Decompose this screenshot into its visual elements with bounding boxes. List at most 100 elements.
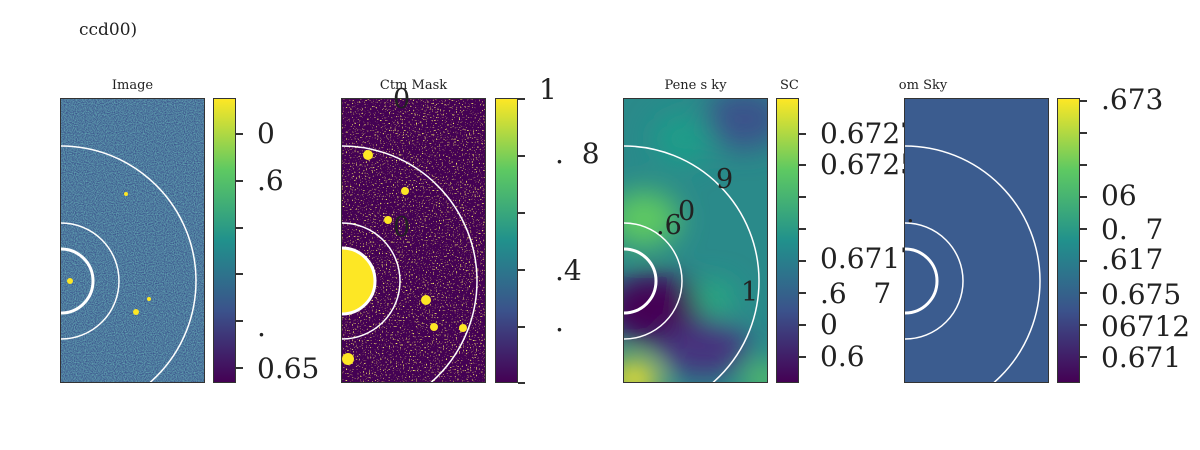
- mask-colorbar-ticklabel: .4: [555, 254, 582, 287]
- panel-title-background: Pene s ky: [664, 78, 727, 93]
- random-sky-colorbar-ticklabel: 06: [1101, 179, 1137, 212]
- image-colorbar-tick: [236, 133, 243, 135]
- masked-central-source: [342, 246, 377, 316]
- source-blob: [133, 309, 139, 315]
- mask-annotation: 0: [393, 84, 411, 115]
- masked-blob: [384, 216, 392, 224]
- background-colorbar-ticklabel: 0.6727: [820, 117, 918, 150]
- mask-colorbar-tick: [518, 326, 525, 328]
- background-colorbar-tick: [799, 133, 806, 135]
- background-colorbar-tick: [799, 356, 806, 358]
- random-sky-colorbar-ticklabel: 0. 7: [1101, 213, 1164, 246]
- panel-title-extra: SC: [780, 78, 799, 93]
- panel-title-random-sky: om Sky: [898, 78, 948, 93]
- random-sky-colorbar-tick: [1080, 292, 1087, 294]
- background-colorbar-ticklabel: 0.6725: [820, 148, 918, 181]
- background-colorbar-ticklabel: 0: [820, 308, 838, 341]
- mask-specks: [342, 99, 485, 382]
- mask-colorbar-ticklabel: 1: [539, 73, 557, 106]
- image-colorbar-ticklabel: .: [257, 310, 266, 343]
- outer-ring: [61, 145, 197, 382]
- outer-ring: [342, 145, 478, 382]
- random-sky-colorbar: [1057, 98, 1080, 383]
- masked-blob: [430, 323, 438, 331]
- image-colorbar-ticklabel: 0.65: [257, 352, 320, 385]
- mask-colorbar-tick: [518, 155, 525, 157]
- background-colorbar-tick: [799, 196, 806, 198]
- masked-blob: [421, 295, 431, 305]
- random-sky-heatmap-svg: [905, 99, 1048, 382]
- random-sky-colorbar-tick: [1080, 132, 1087, 134]
- background-colorbar-tick: [799, 228, 806, 230]
- background-colorbar-tick: [799, 260, 806, 262]
- middle-ring: [61, 222, 120, 340]
- background-heatmap: [623, 98, 768, 383]
- mask-colorbar-tick: [518, 269, 525, 271]
- background-colorbar-tick: [799, 292, 806, 294]
- masked-blob: [401, 187, 409, 195]
- mask-colorbar-ticklabel: . 8: [555, 137, 600, 170]
- image-colorbar-tick: [236, 227, 243, 229]
- image-colorbar-tick: [236, 180, 243, 182]
- background-annotation: 1: [741, 277, 759, 308]
- random-sky-colorbar-tick: [1080, 100, 1087, 102]
- background-colorbar-ticklabel: .6 7: [820, 277, 892, 310]
- random-sky-colorbar-ticklabel: .617: [1101, 243, 1164, 276]
- random-sky-colorbar-tick: [1080, 228, 1087, 230]
- masked-blob: [363, 150, 373, 160]
- mask-colorbar-tick: [518, 382, 525, 384]
- middle-ring: [624, 222, 683, 340]
- mask-heatmap-svg: [342, 99, 485, 382]
- inner-ring: [905, 247, 939, 315]
- random-sky-colorbar-ticklabel: 0.675: [1101, 278, 1182, 311]
- masked-blob: [459, 324, 467, 332]
- panel-title-image: Image: [111, 78, 154, 93]
- source-blob: [147, 297, 151, 301]
- inner-ring: [624, 247, 658, 315]
- mask-colorbar-ticklabel: .: [555, 305, 564, 338]
- image-colorbar-tick: [236, 320, 243, 322]
- image-colorbar-tick: [236, 367, 243, 369]
- random-sky-colorbar-tick: [1080, 324, 1087, 326]
- mask-colorbar: [495, 98, 518, 383]
- random-sky-colorbar-ticklabel: .673: [1101, 83, 1164, 116]
- image-heatmap: [60, 98, 205, 383]
- random-sky-colorbar-tick: [1080, 260, 1087, 262]
- background-colorbar: [776, 98, 799, 383]
- background-colorbar-ticklabel: 0.6717: [820, 242, 918, 275]
- outer-ring: [905, 145, 1041, 382]
- random-sky-colorbar-tick: [1080, 164, 1087, 166]
- middle-ring: [342, 222, 401, 340]
- figure-suptitle: ccd00): [79, 20, 138, 40]
- image-noise: [61, 99, 204, 382]
- background-heatmap-svg: [624, 99, 767, 382]
- background-colorbar-tick: [799, 164, 806, 166]
- image-heatmap-svg: [61, 99, 204, 382]
- source-blob: [67, 278, 73, 284]
- middle-ring: [905, 222, 964, 340]
- background-annotation: 0: [678, 196, 696, 227]
- inner-ring: [61, 247, 95, 315]
- image-colorbar-tick: [236, 273, 243, 275]
- image-colorbar-ticklabel: 0: [257, 117, 275, 150]
- masked-blob: [342, 353, 354, 365]
- image-colorbar-ticklabel: .6: [257, 164, 284, 197]
- random-sky-colorbar-ticklabel: 06712: [1101, 310, 1191, 343]
- background-annotation: .6: [656, 210, 682, 241]
- image-colorbar: [213, 98, 236, 383]
- mask-annotation: 0: [393, 212, 411, 243]
- background-annotation: 9: [716, 164, 734, 195]
- random-sky-colorbar-tick: [1080, 356, 1087, 358]
- random-sky-heatmap: [904, 98, 1049, 383]
- mask-heatmap: [341, 98, 486, 383]
- background-colorbar-tick: [799, 324, 806, 326]
- random-sky-colorbar-ticklabel: 0.671: [1101, 341, 1182, 374]
- random-sky-annotation: .: [906, 198, 915, 229]
- panel-title-mask: Ctm Mask: [379, 78, 448, 93]
- background-colorbar-ticklabel: 0.6: [820, 340, 865, 373]
- outer-ring: [624, 145, 760, 382]
- random-sky-fill: [905, 99, 1048, 382]
- source-blob: [124, 192, 128, 196]
- mask-colorbar-tick: [518, 212, 525, 214]
- mask-colorbar-tick: [518, 98, 525, 100]
